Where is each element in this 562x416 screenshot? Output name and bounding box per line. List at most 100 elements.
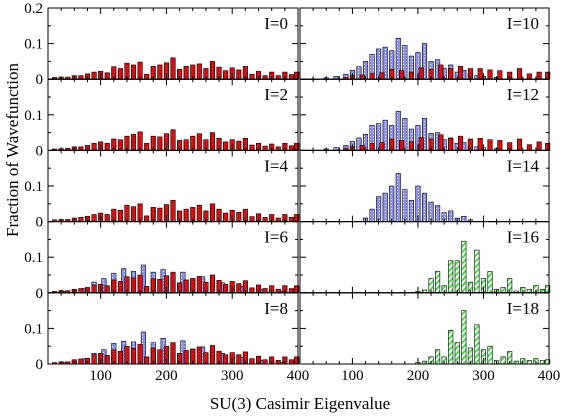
bar-green [539,288,546,294]
bar-red [170,129,176,151]
bar-red [275,75,281,80]
bar-red [477,138,483,151]
x-tick-label: 200 [155,368,178,384]
bar-red [262,217,268,222]
y-tick-label: 0.1 [24,250,43,266]
y-tick-label: 0 [36,286,44,302]
x-tick-label: 100 [89,368,112,384]
bar-red [379,72,385,80]
bar-green [461,310,467,365]
bar-red [104,285,110,294]
bar-red [223,283,229,294]
bar-green [454,342,460,365]
bar-blue [461,215,467,222]
bar-red [457,135,464,151]
bar-red [249,73,255,80]
bar-red [104,355,110,365]
bar-red [209,274,216,294]
bar-red [91,214,97,222]
bar-red [223,70,229,80]
panel-label: I=0 [264,14,288,33]
bar-red [288,288,294,294]
y-tick-label: 0.2 [24,1,43,17]
bar-blue [408,199,414,222]
bar-red [236,212,242,222]
bar-green [487,271,493,294]
y-tick-label: 0 [36,215,44,231]
bar-red [536,71,542,80]
x-tick-label: 400 [287,368,310,384]
panel-i-18: 100 200 300 400 I=18 [299,292,560,384]
panel-label: I=14 [507,156,540,175]
bar-red [196,346,202,365]
bar-red [183,139,189,151]
bar-red [170,199,176,222]
bar-blue [389,185,395,222]
bar-red [236,283,242,294]
bar-red [275,217,281,222]
bar-red [275,288,281,294]
bar-red [78,358,84,365]
bar-red [209,203,216,222]
bar-red [157,278,163,294]
bar-red [249,144,255,151]
bar-green [448,260,454,294]
panel-label: I=4 [264,156,288,175]
bar-green [454,260,460,294]
bar-red [526,73,532,80]
bar-red [117,209,123,222]
bar-red [104,214,110,222]
bar-red [91,284,97,294]
x-tick-label: 300 [221,368,244,384]
bar-blue [402,189,408,222]
panel-i-2: 0 0.1 I=2 [24,78,300,159]
bar-red [262,75,268,80]
bar-red [117,281,123,294]
bar-green [526,360,532,365]
bar-red [288,359,294,365]
panel-i-0: 0 0.1 0.2 I=0 [24,1,300,88]
bar-red [526,144,532,151]
bar-red [170,57,176,80]
panel-i-16: I=16 [299,221,551,294]
bar-red [130,277,137,294]
x-tick-label: 200 [407,368,430,384]
bar-red [117,350,123,365]
bar-red [104,142,110,151]
bar-red [408,71,414,80]
bar-red [209,61,216,80]
bar-red [130,64,137,80]
bar-blue [376,196,382,222]
bar-red [236,69,242,80]
bar-green [500,356,506,365]
bar-red [288,217,294,222]
bar-red [209,132,216,151]
bar-red [399,70,405,80]
y-tick-label: 0.1 [24,37,43,53]
bar-green [435,349,441,365]
bar-red [275,146,281,151]
panel-label: I=18 [507,299,539,318]
bar-red [359,145,365,151]
bar-red [144,286,150,294]
bar-red [487,69,493,80]
bar-green [435,271,441,294]
bar-green [474,249,480,294]
bar-red [196,276,202,294]
bar-green [526,288,532,294]
bar-red [262,359,268,365]
y-tick-label: 0.1 [24,179,43,195]
bar-red [91,71,97,80]
y-tick-label: 0 [36,357,44,373]
bar-red [288,74,294,80]
bar-red [78,75,84,80]
bar-red [209,345,216,365]
bar-blue [369,208,375,222]
bar-red [196,63,202,80]
bar-red [157,136,163,151]
bar-red [104,72,110,80]
bar-red [516,68,523,80]
x-tick-label: 100 [341,368,364,384]
panel-label: I=12 [507,85,539,104]
bar-red [487,139,493,151]
